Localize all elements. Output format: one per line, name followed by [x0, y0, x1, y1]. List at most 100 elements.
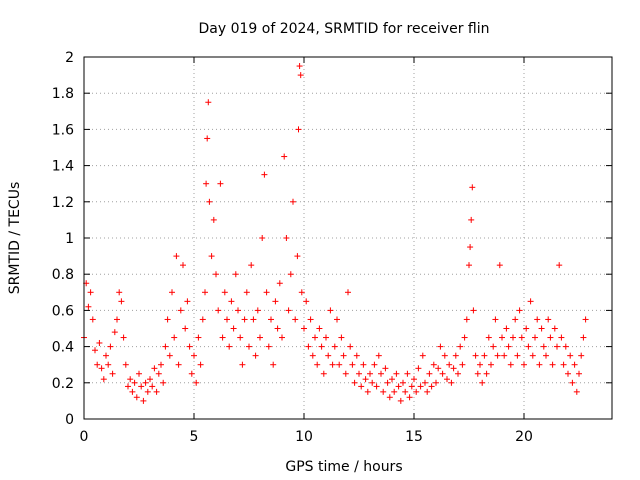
data-point: [191, 352, 197, 359]
data-point: [325, 352, 332, 359]
data-point: [501, 352, 508, 359]
data-point: [582, 316, 589, 323]
data-point: [437, 343, 444, 350]
data-point: [452, 352, 459, 359]
data-point: [149, 383, 156, 390]
data-point: [342, 370, 349, 377]
data-point: [100, 376, 107, 383]
data-point: [523, 325, 530, 332]
chart-title: Day 019 of 2024, SRMTID for receiver fli…: [199, 21, 490, 37]
data-point: [261, 171, 268, 178]
data-point: [265, 343, 272, 350]
data-point: [114, 316, 120, 323]
data-point: [479, 379, 486, 386]
data-point: [158, 361, 164, 368]
data-point: [466, 262, 472, 269]
data-point: [221, 289, 228, 296]
data-point: [503, 325, 510, 332]
data-point: [323, 334, 329, 341]
data-point: [248, 262, 255, 269]
data-series: [81, 63, 589, 404]
data-point: [554, 343, 560, 350]
data-point: [287, 271, 294, 278]
data-point: [488, 361, 494, 368]
data-point: [551, 325, 558, 332]
data-point: [89, 316, 96, 323]
data-point: [127, 376, 134, 383]
data-point: [213, 271, 219, 278]
data-point: [549, 361, 556, 368]
data-point: [281, 153, 288, 160]
data-point: [94, 361, 101, 368]
data-point: [364, 388, 371, 395]
data-point: [514, 352, 521, 359]
data-point: [92, 347, 98, 354]
data-point: [543, 352, 549, 359]
data-point: [334, 316, 340, 323]
data-point: [469, 184, 476, 191]
data-point: [362, 376, 369, 383]
data-point: [295, 126, 302, 133]
data-point: [580, 334, 587, 341]
data-point: [241, 316, 248, 323]
data-point: [142, 379, 149, 386]
data-point: [243, 289, 250, 296]
data-point: [428, 383, 435, 390]
data-point: [171, 334, 178, 341]
data-point: [499, 334, 505, 341]
data-point: [193, 379, 200, 386]
data-point: [294, 253, 301, 260]
data-point: [177, 307, 184, 314]
data-point: [413, 388, 420, 395]
data-point: [133, 394, 140, 401]
data-point: [536, 361, 543, 368]
data-point: [219, 334, 226, 341]
y-tick-label: 0.4: [52, 340, 74, 356]
data-point: [417, 383, 424, 390]
data-point: [188, 370, 195, 377]
data-point: [164, 316, 171, 323]
data-point: [205, 99, 212, 106]
data-point: [162, 343, 169, 350]
data-point: [118, 298, 125, 305]
data-point: [573, 388, 580, 395]
data-point: [422, 379, 428, 386]
data-point: [459, 361, 466, 368]
data-point: [331, 343, 338, 350]
data-point: [182, 325, 189, 332]
data-point: [485, 334, 492, 341]
data-point: [507, 361, 514, 368]
data-point: [545, 316, 552, 323]
data-point: [347, 343, 354, 350]
data-point: [560, 361, 567, 368]
y-tick-label: 0: [65, 412, 74, 428]
data-point: [455, 370, 461, 377]
data-point: [477, 361, 483, 368]
data-point: [125, 383, 131, 390]
data-point: [435, 365, 442, 372]
data-point: [96, 339, 103, 346]
data-point: [252, 352, 259, 359]
data-point: [446, 361, 453, 368]
data-point: [367, 370, 373, 377]
data-point: [257, 334, 263, 341]
data-point: [527, 298, 534, 305]
data-point: [250, 316, 257, 323]
data-point: [105, 361, 112, 368]
data-point: [103, 352, 109, 359]
data-point: [430, 361, 437, 368]
data-point: [309, 352, 316, 359]
data-point: [360, 361, 367, 368]
data-point: [239, 361, 246, 368]
data-point: [166, 352, 173, 359]
data-point: [483, 370, 490, 377]
data-point: [402, 388, 409, 395]
data-point: [340, 352, 347, 359]
data-point: [237, 334, 244, 341]
data-point: [353, 352, 360, 359]
data-point: [199, 316, 206, 323]
data-point: [259, 235, 266, 241]
data-point: [301, 325, 307, 332]
data-point: [296, 63, 303, 70]
